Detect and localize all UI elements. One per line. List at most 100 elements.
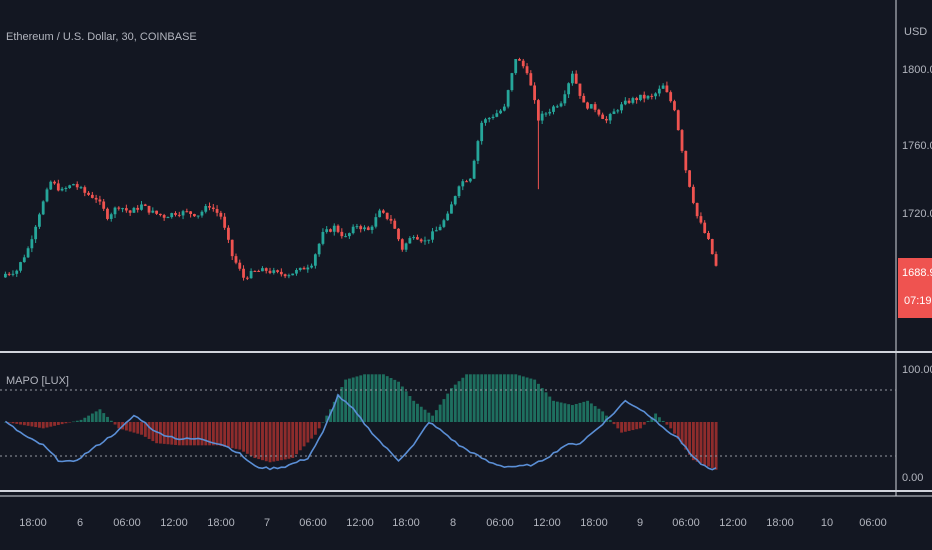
candle-body xyxy=(193,214,196,217)
candle-body xyxy=(533,85,536,101)
candle-body xyxy=(128,210,132,213)
candle-body xyxy=(306,267,310,270)
candle-body xyxy=(287,275,291,277)
histogram-bar xyxy=(53,422,57,426)
histogram-bar xyxy=(302,422,306,447)
candle-body xyxy=(249,270,253,279)
histogram-bar xyxy=(427,412,431,422)
histogram-bar xyxy=(34,422,38,428)
candle-body xyxy=(121,208,124,210)
candle-body xyxy=(151,210,155,213)
time-tick-label: 6 xyxy=(77,517,83,529)
histogram-bar xyxy=(359,375,363,422)
candle-body xyxy=(325,229,329,232)
candle-body xyxy=(332,225,336,232)
histogram-bar xyxy=(525,377,529,422)
histogram-bar xyxy=(79,419,83,422)
histogram-bar xyxy=(627,422,631,431)
candle-body xyxy=(340,231,344,237)
time-tick-label: 12:00 xyxy=(160,517,188,529)
candle-body xyxy=(412,237,416,239)
candle-body xyxy=(695,202,699,217)
histogram-bar xyxy=(450,388,453,422)
histogram-bar xyxy=(143,422,147,437)
candle-body xyxy=(158,213,162,216)
candle-body xyxy=(310,265,313,268)
histogram-bar xyxy=(60,422,64,425)
candle-body xyxy=(650,95,654,97)
time-tick-label: 18:00 xyxy=(207,517,235,529)
candle-body xyxy=(174,213,177,215)
histogram-bar xyxy=(30,422,34,427)
candle-body xyxy=(102,201,106,209)
histogram-bar xyxy=(19,422,23,425)
candle-body xyxy=(211,207,215,210)
histogram-bar xyxy=(162,422,166,444)
candle-body xyxy=(416,237,419,240)
candle-body xyxy=(502,106,506,111)
histogram-bar xyxy=(563,403,567,422)
candle-body xyxy=(434,230,438,232)
histogram-bar xyxy=(533,379,537,422)
candle-body xyxy=(688,170,691,187)
histogram-bar xyxy=(257,422,261,460)
candle-body xyxy=(170,213,174,218)
bar-countdown: 07:19 xyxy=(904,295,932,307)
histogram-bar xyxy=(227,422,230,448)
candle-body xyxy=(608,114,612,121)
candle-body xyxy=(574,73,578,84)
candle-body xyxy=(427,239,431,241)
histogram-bar xyxy=(416,403,419,422)
histogram-bar xyxy=(521,376,525,422)
histogram-bar xyxy=(75,420,79,422)
histogram-bar xyxy=(287,422,291,459)
indicator-title[interactable]: MAPO [LUX] xyxy=(6,375,69,387)
candle-body xyxy=(268,270,272,273)
candle-body xyxy=(238,262,242,269)
candle-body xyxy=(34,226,38,240)
histogram-bar xyxy=(453,384,457,422)
candle-body xyxy=(552,106,555,112)
candle-body xyxy=(109,214,113,219)
histogram-bar xyxy=(298,422,302,451)
histogram-bar xyxy=(461,377,465,422)
candle-body xyxy=(41,201,45,215)
histogram-bar xyxy=(676,422,680,439)
histogram-bar xyxy=(518,375,521,422)
time-axis-labels: 18:00 6 06:00 12:00 18:00 7 06:00 12:00 18:00 8 06… xyxy=(19,517,887,529)
histogram-bar xyxy=(389,378,393,422)
histogram-bar xyxy=(536,383,540,422)
histogram-bar xyxy=(276,422,280,461)
candle-body xyxy=(642,94,646,99)
histogram-bar xyxy=(336,394,340,422)
candle-body xyxy=(691,186,695,203)
histogram-bar xyxy=(688,422,692,455)
candle-body xyxy=(548,111,552,114)
candle-body xyxy=(616,110,620,112)
histogram-bar xyxy=(582,401,586,422)
histogram-bar xyxy=(147,422,151,439)
price-tick-1720: 1720.00 xyxy=(902,208,932,220)
histogram-bar xyxy=(423,409,427,422)
histogram-bar xyxy=(393,379,397,422)
candle-body xyxy=(457,186,461,197)
candle-body xyxy=(639,94,642,101)
histogram-bar xyxy=(499,374,503,422)
candle-body xyxy=(344,236,347,238)
histogram-bar xyxy=(593,406,597,422)
histogram-bar xyxy=(468,374,472,422)
candle-body xyxy=(22,257,26,263)
histogram-bar xyxy=(26,422,30,426)
candle-body xyxy=(484,119,487,123)
histogram-bar xyxy=(661,420,665,422)
candle-body xyxy=(351,226,355,234)
candle-body xyxy=(389,218,393,221)
histogram-bar xyxy=(363,374,366,422)
candle-body xyxy=(53,181,56,184)
histogram-bar xyxy=(117,422,121,429)
candle-body xyxy=(234,256,238,263)
histogram-bar xyxy=(106,416,109,422)
histogram-bar xyxy=(45,422,49,428)
candle-body xyxy=(487,118,491,120)
